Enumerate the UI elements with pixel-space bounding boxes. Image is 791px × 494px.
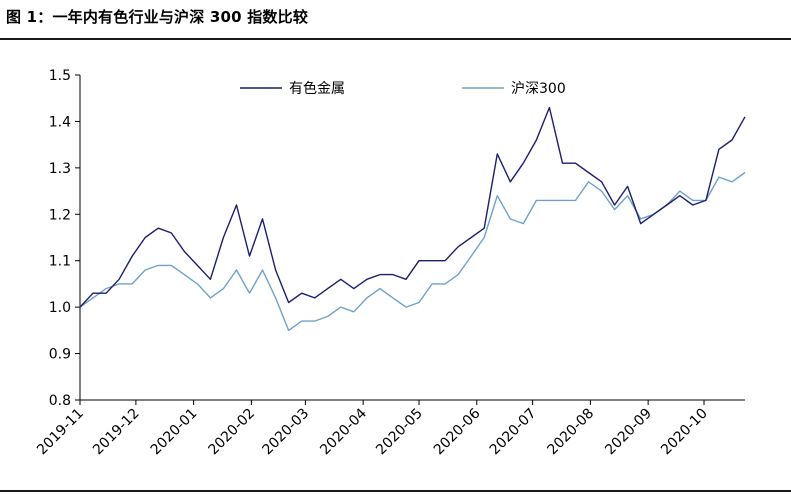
- title-rule: [0, 38, 791, 40]
- x-tick-label: 2020-05: [373, 406, 426, 459]
- x-tick-label: 2020-01: [148, 406, 201, 459]
- legend-label-0: 有色金属: [289, 80, 345, 97]
- x-tick-label: 2020-10: [658, 406, 711, 459]
- y-tick-label: 1.0: [49, 300, 71, 316]
- chart-legend: 有色金属 沪深300: [240, 80, 566, 97]
- chart-axes: [79, 75, 745, 401]
- y-tick-label: 1.4: [49, 114, 71, 130]
- y-tick-label: 0.8: [49, 393, 71, 409]
- figure-title: 图 1：一年内有色行业与沪深 300 指数比较: [6, 8, 309, 26]
- x-tick-label: 2020-07: [487, 406, 540, 459]
- y-tick-label: 0.9: [49, 347, 71, 363]
- y-axis-ticks: 0.8 0.9 1.0 1.1 1.2 1.3 1.4 1.5: [49, 68, 80, 409]
- x-tick-label: 2020-04: [317, 405, 370, 458]
- bottom-rule: [0, 490, 791, 492]
- x-tick-label: 2020-08: [545, 406, 598, 459]
- x-tick-label: 2020-09: [602, 406, 655, 459]
- x-tick-label: 2019-11: [34, 406, 87, 459]
- y-tick-label: 1.1: [49, 254, 71, 270]
- x-tick-label: 2020-06: [431, 405, 484, 458]
- series-line-0: [79, 106, 746, 308]
- chart-series: [79, 106, 746, 332]
- x-axis-ticks: 2019-11 2019-12 2020-01 2020-02 2020-03 2020-…: [34, 400, 711, 458]
- y-tick-label: 1.2: [49, 207, 71, 223]
- legend-label-1: 沪深300: [511, 81, 566, 97]
- x-tick-label: 2020-03: [260, 406, 313, 459]
- x-tick-label: 2020-02: [206, 406, 259, 459]
- x-tick-label: 2019-12: [90, 406, 143, 459]
- series-line-1: [79, 171, 746, 332]
- y-tick-label: 1.3: [49, 161, 71, 177]
- y-tick-label: 1.5: [49, 68, 71, 84]
